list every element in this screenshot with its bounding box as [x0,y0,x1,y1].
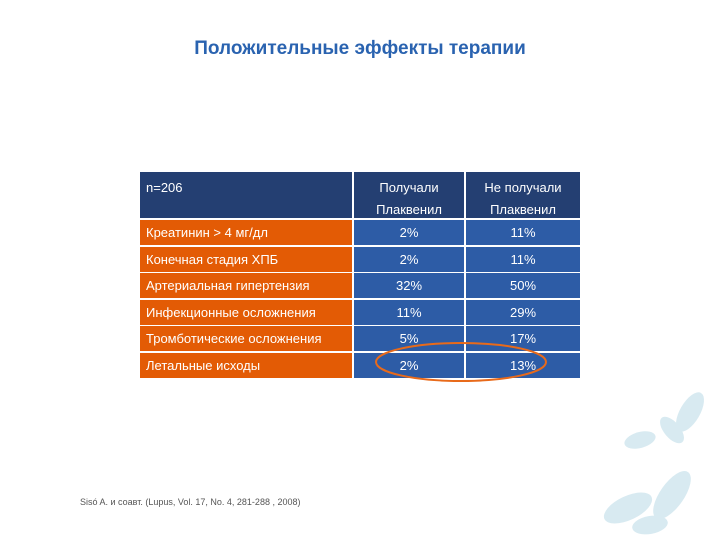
value-cell: 32% [354,273,464,298]
footnote: Sisó A. и соавт. (Lupus, Vol. 17, No. 4,… [80,497,301,507]
header-cell: Получали Плаквенил [354,172,464,218]
header-cell: Не получали Плаквенил [466,172,580,218]
value-cell: 50% [466,273,580,298]
row-label: Тромботические осложнения [140,326,352,351]
row-label: Летальные исходы [140,353,352,378]
value-cell: 5% [354,326,464,351]
value-cell: 2% [354,220,464,245]
value-cell: 29% [466,300,580,325]
value-cell: 17% [466,326,580,351]
value-cell: 11% [466,247,580,272]
value-cell: 2% [354,247,464,272]
value-cell: 11% [354,300,464,325]
header-cell: n=206 [140,172,352,218]
row-label: Конечная стадия ХПБ [140,247,352,272]
slide-title: Положительные эффекты терапии [194,38,526,59]
butterflies [603,392,704,535]
value-cell: 13% [466,353,580,378]
row-label: Инфекционные осложнения [140,300,352,325]
value-cell: 11% [466,220,580,245]
value-cell: 2% [354,353,464,378]
row-label: Креатинин > 4 мг/дл [140,220,352,245]
row-label: Артериальная гипертензия [140,273,352,298]
